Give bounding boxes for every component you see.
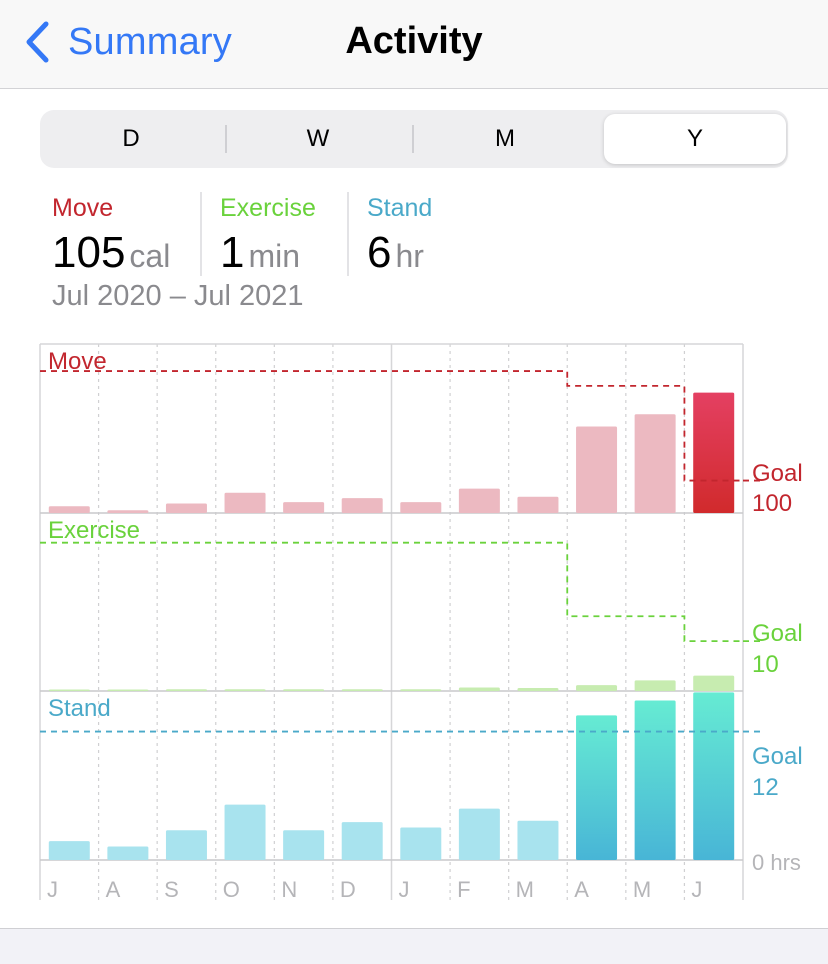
x-tick-label: D (340, 877, 356, 902)
exercise-unit: min (248, 238, 301, 274)
bar (693, 675, 735, 691)
x-tick-label: J (47, 877, 58, 902)
goal-line (40, 370, 743, 482)
panel-title: Exercise (48, 517, 140, 544)
segment-day[interactable]: D (122, 125, 140, 152)
bar (283, 502, 325, 513)
bar (634, 680, 676, 691)
stand-stat-value: 6 hr (367, 228, 424, 278)
bar (48, 689, 90, 691)
bar (458, 808, 500, 860)
bar (634, 700, 676, 860)
move-stat-value: 105 cal (52, 228, 170, 278)
bar (693, 392, 735, 513)
bar (107, 510, 149, 513)
bar (341, 822, 383, 860)
exercise-stat-value: 1 min (220, 228, 300, 278)
goal-value-label: 12 (752, 774, 779, 801)
bar (224, 492, 266, 513)
bar (224, 804, 266, 860)
x-tick-label: M (633, 877, 651, 902)
bar (576, 685, 618, 691)
axis-zero-label: 0 hrs (752, 850, 801, 875)
move-stat-label: Move (52, 194, 114, 222)
segment-divider (225, 125, 227, 153)
x-tick-label: J (399, 877, 410, 902)
x-tick-label: S (164, 877, 179, 902)
x-tick-label: N (281, 877, 297, 902)
bar (341, 689, 383, 691)
bar (283, 830, 325, 860)
bar (400, 827, 442, 860)
segment-month[interactable]: M (495, 125, 515, 152)
bar (517, 688, 559, 691)
bar (693, 692, 735, 860)
navigation-bar: Summary Activity (0, 0, 828, 89)
stat-divider (200, 192, 202, 276)
back-label[interactable]: Summary (68, 20, 232, 63)
segment-week[interactable]: W (306, 125, 330, 152)
bar (107, 689, 149, 691)
goal-label: Goal (752, 460, 803, 487)
page-title-text: Activity (345, 20, 483, 62)
bar (224, 689, 266, 691)
segment-year[interactable]: Y (604, 114, 786, 164)
bar (400, 689, 442, 691)
bar (634, 414, 676, 513)
bar (165, 503, 207, 513)
exercise-stat: Exercise 1 min (220, 194, 316, 277)
exercise-stat-label: Exercise (220, 194, 316, 222)
stat-divider (347, 192, 349, 276)
segment-divider (412, 125, 414, 153)
goal-label: Goal (752, 620, 803, 647)
bar (458, 488, 500, 513)
bar (107, 846, 149, 860)
bar (283, 689, 325, 691)
bottom-bar (0, 928, 828, 964)
move-unit: cal (129, 238, 171, 274)
bar (400, 502, 442, 513)
bar (517, 820, 559, 860)
bar (48, 506, 90, 513)
x-tick-label: A (574, 877, 589, 902)
stand-stat: Stand 6 hr (367, 194, 433, 277)
bar (165, 830, 207, 860)
goal-line (40, 541, 743, 643)
chevron-left-icon (26, 21, 49, 63)
move-stat: Move 105 cal (52, 194, 170, 277)
page-title: Activity (0, 20, 828, 63)
bar (576, 715, 618, 860)
move-value: 105 (52, 228, 126, 277)
back-button[interactable]: Summary (22, 20, 232, 64)
stand-unit: hr (395, 238, 424, 274)
x-tick-label: M (516, 877, 534, 902)
x-tick-label: J (691, 877, 702, 902)
bar (341, 498, 383, 513)
x-tick-label: F (457, 877, 470, 902)
stand-stat-label: Stand (367, 194, 433, 222)
x-tick-label: A (106, 877, 121, 902)
bar (48, 841, 90, 860)
period-segmented-control: D W M Y (40, 110, 788, 168)
date-range: Jul 2020 – Jul 2021 (52, 280, 304, 312)
bar (576, 426, 618, 513)
goal-value-label: 100 (752, 490, 792, 517)
x-tick-label: O (223, 877, 240, 902)
bar (165, 689, 207, 691)
goal-value-label: 10 (752, 651, 779, 678)
exercise-value: 1 (220, 228, 245, 277)
stand-value: 6 (367, 228, 392, 277)
bar (458, 687, 500, 691)
goal-label: Goal (752, 743, 803, 770)
bar (517, 496, 559, 513)
panel-title: Stand (48, 695, 111, 722)
